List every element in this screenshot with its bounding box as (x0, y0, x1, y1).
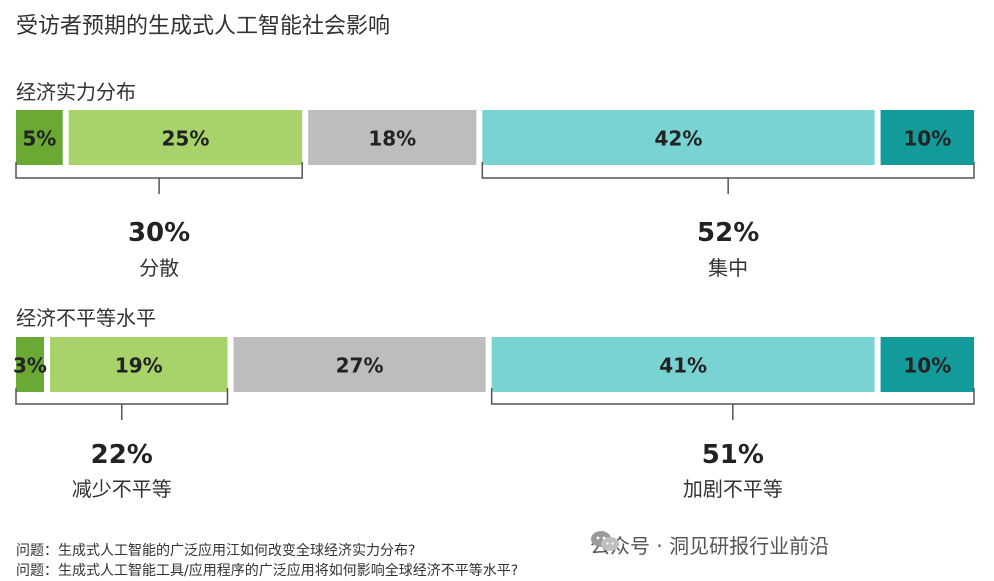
data-label: 5% (22, 127, 56, 151)
chart-canvas: 5% 25% 18% 42% 10% 30% 分散 52% 集中 3% 19% 27% 41% 10% 22… (13, 110, 975, 501)
group-bracket (15, 162, 303, 194)
data-label: 27% (336, 354, 384, 378)
bar-segment (491, 337, 875, 392)
group-label: 加剧不平等 (683, 477, 783, 501)
bar-segment (50, 337, 228, 392)
question-1: 问题：生成式人工智能的广泛应用江如何改变全球经济实力分布? (16, 543, 416, 559)
bar-segment (482, 110, 875, 165)
group-percent: 52% (697, 218, 759, 248)
bar-segment (308, 110, 477, 165)
section-label-inequality: 经济不平等水平 (16, 306, 156, 330)
bar-segment (880, 337, 974, 392)
bar-segment (68, 110, 303, 165)
data-label: 3% (13, 354, 47, 378)
group-percent: 30% (128, 218, 190, 248)
wechat-icon (591, 531, 619, 551)
data-label: 18% (368, 127, 416, 151)
question-2: 问题：生成式人工智能工具/应用程序的广泛应用将如何影响全球经济不平等水平? (16, 563, 519, 579)
group-percent: 22% (91, 440, 153, 470)
watermark-text: 公众号 · 洞见研报行业前沿 (590, 534, 830, 558)
group-percent: 51% (702, 440, 764, 470)
section-label-power: 经济实力分布 (16, 80, 136, 104)
data-label: 10% (903, 127, 951, 151)
bar-segment (16, 337, 45, 392)
group-bracket (15, 388, 229, 420)
bar-segment (880, 110, 974, 165)
group-bracket (481, 162, 975, 194)
group-label: 减少不平等 (72, 477, 172, 501)
data-label: 42% (655, 127, 703, 151)
group-bracket (490, 388, 975, 420)
group-label: 分散 (139, 256, 179, 280)
data-label: 10% (903, 354, 951, 378)
data-label: 25% (162, 127, 210, 151)
bar-segment (233, 337, 486, 392)
bar-segment (16, 110, 63, 165)
chart-title: 受访者预期的生成式人工智能社会影响 (16, 14, 391, 39)
watermark: 公众号 · 洞见研报行业前沿 (590, 530, 829, 559)
data-label: 41% (659, 354, 707, 378)
data-label: 19% (115, 354, 163, 378)
group-label: 集中 (708, 256, 748, 280)
